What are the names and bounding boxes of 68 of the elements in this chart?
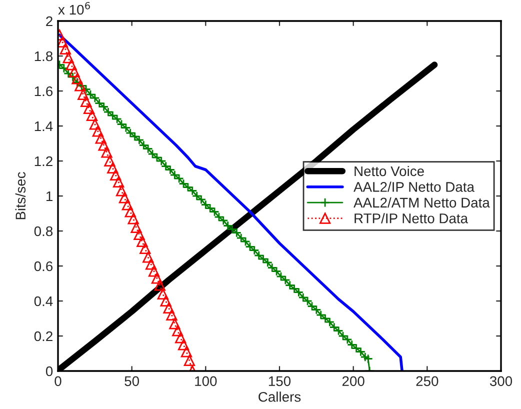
point xyxy=(122,199,133,210)
point xyxy=(92,126,104,137)
point xyxy=(151,272,162,284)
point xyxy=(95,132,106,144)
point xyxy=(148,266,160,277)
y-tick-label: 0.2 xyxy=(34,331,52,342)
point xyxy=(175,332,186,344)
legend-label: RTP/IP Netto Data xyxy=(354,213,468,224)
point xyxy=(180,346,192,358)
point xyxy=(166,309,178,321)
y-axis-title: Bits/sec xyxy=(15,172,26,220)
x-tick-label: 250 xyxy=(416,376,438,386)
y-tick-label: 0.4 xyxy=(34,296,53,306)
point xyxy=(128,213,139,224)
y-tick-label: 1.8 xyxy=(34,51,53,62)
point xyxy=(136,236,148,248)
legend-label: Netto Voice xyxy=(354,166,424,176)
y-tick-label: 0.6 xyxy=(34,261,53,272)
text: x 10$^{6}$ xyxy=(58,2,90,15)
point xyxy=(112,176,124,188)
point xyxy=(101,146,112,158)
point xyxy=(154,280,166,291)
y-tick-label: 2 xyxy=(46,16,52,26)
x-axis-title: Callers xyxy=(258,392,301,402)
x-tick-label: 300 xyxy=(490,376,512,386)
point xyxy=(83,102,95,114)
point xyxy=(184,354,195,366)
point xyxy=(116,185,128,196)
point xyxy=(110,169,122,181)
point xyxy=(62,52,74,64)
point xyxy=(157,288,168,300)
y-tick-label: 1.2 xyxy=(34,156,52,166)
point xyxy=(124,206,136,218)
point xyxy=(78,88,89,100)
legend-label: AAL2/IP Netto Data xyxy=(354,182,474,192)
y-tick-label: 1 xyxy=(46,191,52,202)
x-tick-label: 200 xyxy=(342,376,364,386)
point xyxy=(107,162,118,174)
x-tick-label: 0 xyxy=(54,376,62,386)
point xyxy=(172,325,184,336)
point xyxy=(89,118,100,130)
point xyxy=(134,228,145,240)
point xyxy=(145,258,157,270)
legend-label: AAL2/ATM Netto Data xyxy=(354,197,490,208)
point xyxy=(86,110,98,122)
y-tick-label: 0 xyxy=(46,366,53,376)
x-tick-label: 50 xyxy=(124,376,140,386)
x-tick-label: 150 xyxy=(268,376,291,386)
point xyxy=(68,66,80,78)
y-tick-label: 0.8 xyxy=(34,226,53,236)
x-tick-label: 100 xyxy=(195,376,217,386)
point xyxy=(66,59,77,70)
point xyxy=(142,252,154,263)
point xyxy=(140,242,151,254)
point xyxy=(72,73,83,84)
point xyxy=(60,43,71,55)
point xyxy=(160,295,172,307)
point xyxy=(58,36,68,48)
y-tick-label: 1.4 xyxy=(34,121,53,132)
y-tick-label: 1.6 xyxy=(34,86,53,96)
point xyxy=(163,302,174,314)
point xyxy=(80,96,92,108)
point xyxy=(118,192,130,204)
point xyxy=(104,155,116,167)
point xyxy=(98,140,110,151)
point xyxy=(178,339,190,350)
point xyxy=(169,318,180,330)
point xyxy=(130,222,142,234)
